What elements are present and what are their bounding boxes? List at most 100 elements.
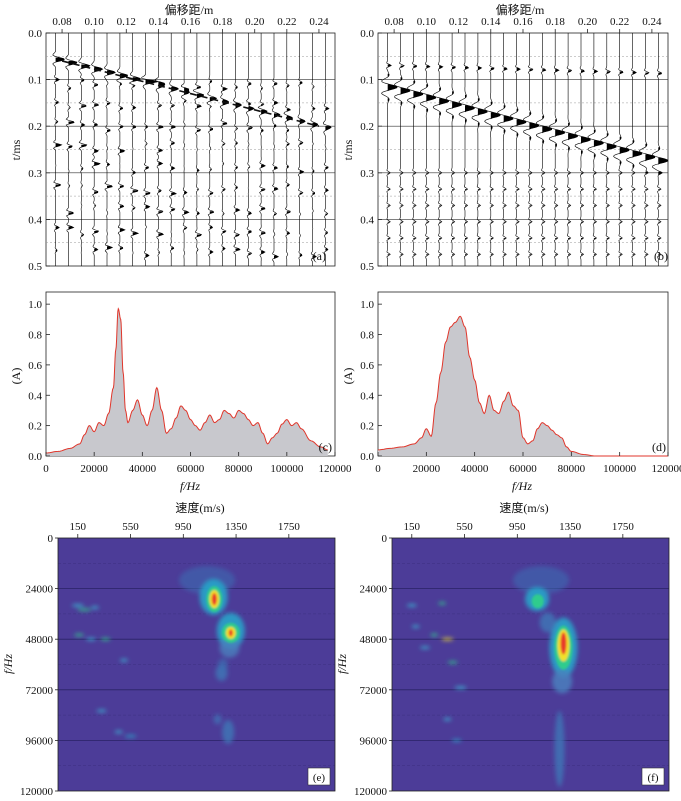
d-ytick-label: 1.0 [360,299,374,311]
a-trace [78,33,91,266]
a-trace [283,33,294,266]
a-trace [65,33,78,266]
b-trace [497,33,514,266]
a-xtick-label: 0.08 [52,16,72,28]
b-trace-fill [490,67,501,256]
b-trace [639,33,656,266]
e-energy-streak [71,604,84,607]
d-ytick-label: 0.8 [360,330,374,342]
f-energy-blob [513,566,570,595]
b-trace [407,33,424,266]
e-energy-streak [77,608,92,611]
e-energy-streak [100,637,111,641]
c-ytick-label: 0.2 [28,421,42,433]
c-ytick-label: 0.8 [28,330,42,342]
f-xtick-label: 950 [509,521,526,533]
e-energy-blob [213,714,222,725]
panel-f-ylabel: f/Hz [335,654,349,674]
e-xtick-label: 150 [70,521,87,533]
panel-b-traces [381,33,668,266]
a-ytick-label: 0.0 [28,28,42,40]
b-xtick-label: 0.08 [384,16,404,28]
e-xtick-label: 1750 [278,521,301,533]
b-trace [535,33,552,266]
c-xtick-label: 100000 [270,463,304,475]
c-xtick-label: 80000 [225,463,253,475]
e-xtick-label: 1350 [225,521,248,533]
d-xtick-label: 0 [375,463,381,475]
e-xtick-label: 550 [122,521,139,533]
a-ytick-label: 0.2 [28,121,42,133]
e-energy-streak [90,606,99,609]
b-ytick-label: 0.5 [360,261,374,273]
e-energy-streak [114,730,123,734]
e-xtick-label: 950 [175,521,192,533]
e-ytick-label: 48000 [26,634,54,646]
f-energy-blob [539,612,556,633]
panel-e-frame [57,537,336,792]
d-ytick-label: 0.4 [360,390,374,402]
b-trace [419,33,436,266]
c-ytick-label: 1.0 [28,299,42,311]
a-trace-fill [248,83,255,256]
f-energy-streak [454,686,467,689]
a-xtick-label: 0.22 [277,16,296,28]
e-energy-streak [85,637,96,641]
b-xtick-label: 0.16 [513,16,533,28]
f-energy-blob [552,669,573,694]
b-ytick-label: 0.0 [360,28,374,40]
b-xtick-label: 0.22 [610,16,629,28]
a-trace [246,33,255,266]
a-trace [52,33,65,266]
b-ytick-label: 0.3 [360,168,374,180]
a-trace-fill [222,87,229,251]
d-ytick-label: 0.0 [360,451,374,463]
a-trace-fill [209,80,217,255]
f-ytick-label: 48000 [360,634,388,646]
e-ytick-label: 120000 [20,786,54,798]
e-energy-streak [96,709,107,713]
a-ytick-label: 0.3 [28,168,42,180]
b-trace [394,33,411,266]
panel-e-ylabel: f/Hz [1,654,15,674]
a-trace [206,33,218,266]
b-trace [510,33,527,266]
f-energy-blob [554,710,565,787]
panel-b-label: (b) [654,249,668,263]
panel-a-label: (a) [313,249,326,263]
d-xtick-label: 100000 [603,463,637,475]
b-xtick-label: 0.24 [642,16,662,28]
panel-c-xlabel: f/Hz [180,479,200,493]
b-xtick-label: 0.12 [449,16,468,28]
panel-b-seismogram: 偏移距/m 0.08 0.10 0.12 0.14 0.16 0.18 0.20 0.22 0.… [341,2,669,273]
b-ytick-label: 0.4 [360,214,374,226]
b-trace [523,33,540,266]
panel-a-ylabel: t/ms [9,139,23,160]
b-ytick-label: 0.2 [360,121,374,133]
b-trace [471,33,488,266]
panel-d-area [378,316,668,456]
a-trace-fill [68,61,77,230]
panel-a-traces [52,33,332,266]
a-xtick-label: 0.18 [213,16,233,28]
c-ytick-label: 0.0 [28,451,42,463]
panel-e-dispersion-image: 速度(m/s) 150 550 950 1350 1750 0 24000 48000 720… [1,500,336,798]
e-energy-blob [217,658,228,671]
d-ytick-label: 0.2 [360,421,374,433]
f-energy-streak [447,661,458,664]
e-energy-streak [124,734,137,738]
f-energy-streak [411,625,420,628]
c-xtick-label: 20000 [80,463,108,475]
a-xtick-label: 0.12 [117,16,136,28]
f-energy-streak [441,637,454,641]
a-ytick-label: 0.5 [28,261,42,273]
panel-f-frame [391,537,670,792]
f-energy-streak [419,646,430,649]
a-trace-fill [184,87,190,230]
panel-c-label: (c) [319,440,332,454]
c-xtick-label: 120000 [319,463,353,475]
e-energy-peak [211,593,217,606]
panel-c-curve [45,307,328,454]
a-trace [168,33,180,266]
panel-d-label: (d) [652,440,666,454]
